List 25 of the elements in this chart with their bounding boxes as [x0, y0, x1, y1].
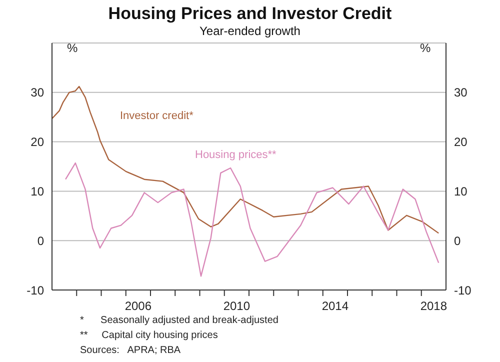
x-tick-label: 2018 [420, 299, 448, 313]
y-tick-label: 20 [30, 135, 44, 150]
text: ** Capital city housing prices [80, 330, 218, 341]
text: * Seasonally adjusted and break-adjusted [80, 315, 278, 326]
y2-tick-label: 0 [454, 234, 461, 248]
x-tick-label: 2014 [322, 299, 349, 313]
x-tick-label: 2006 [124, 299, 152, 313]
line-series [52, 86, 440, 234]
y-tick-label: 0 [37, 234, 44, 248]
y2-tick-label: 30 [454, 86, 468, 100]
line-series [64, 162, 440, 277]
chart-title: Housing Prices and Investor Credit [107, 4, 393, 24]
y-tick-label: 30 [30, 86, 44, 100]
series-label: Housing prices** [195, 149, 276, 161]
y-tick-label: 10 [30, 184, 44, 198]
x-tick-label: 2010 [223, 299, 250, 313]
text: Investor credit* [120, 110, 194, 122]
y2-tick-label: 20 [454, 135, 468, 150]
y-tick-label: -10 [26, 283, 44, 298]
chart-subtitle: Year-ended growth [198, 24, 302, 38]
y-axis-title: % [67, 41, 78, 55]
y2-axis-title: % [420, 41, 431, 55]
y2-tick-label: 10 [454, 184, 468, 198]
y2-tick-label: -10 [454, 283, 472, 298]
source-note: Sources: APRA; RBA [80, 345, 181, 356]
